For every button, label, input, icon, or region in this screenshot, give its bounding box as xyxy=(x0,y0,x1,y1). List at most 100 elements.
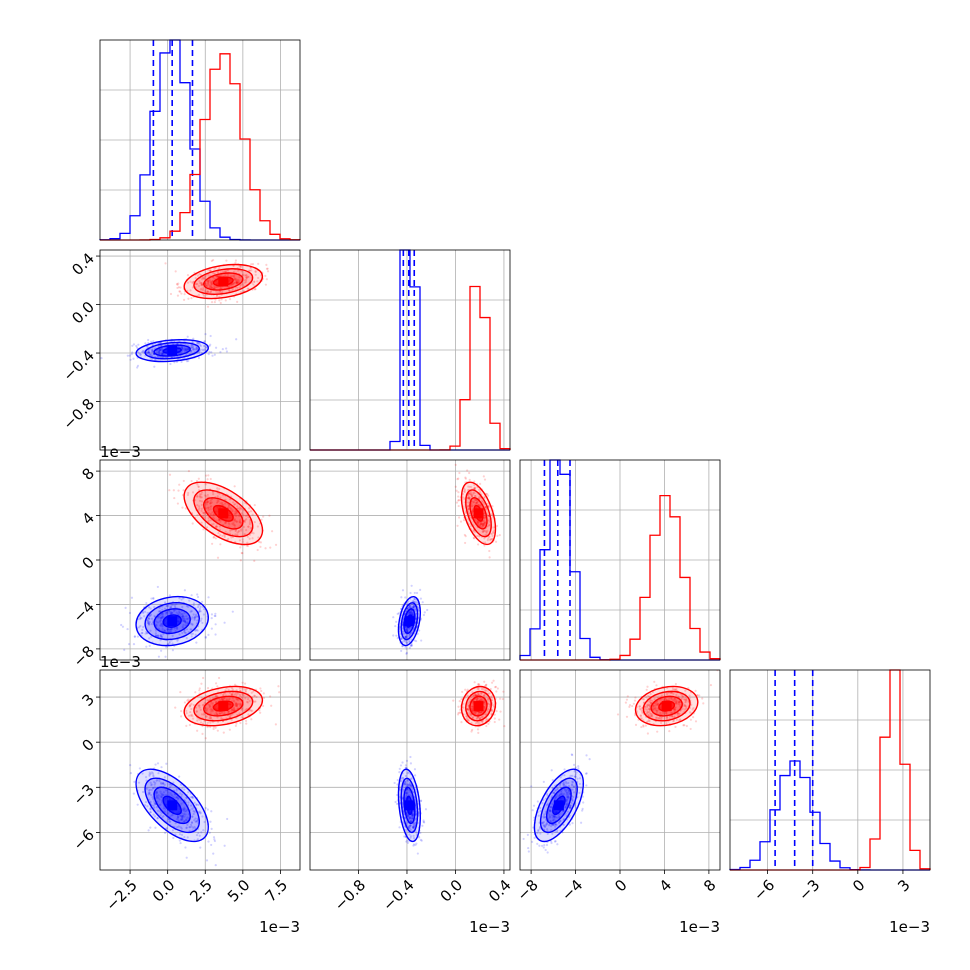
sample-point xyxy=(150,597,153,600)
sample-point xyxy=(274,543,278,546)
sample-point xyxy=(238,693,241,696)
sample-point xyxy=(488,523,491,526)
scatter-panel-2-3 xyxy=(519,669,721,871)
sample-point xyxy=(159,616,162,620)
sample-point xyxy=(141,350,144,354)
sample-point xyxy=(546,822,549,825)
sample-point xyxy=(653,698,656,701)
hist-panel-2 xyxy=(519,459,721,661)
sample-point xyxy=(209,717,213,720)
sample-point xyxy=(409,824,412,827)
sample-point xyxy=(187,348,190,351)
sample-point xyxy=(472,529,475,532)
sample-point xyxy=(407,783,410,787)
sample-point xyxy=(406,839,409,842)
sample-point xyxy=(148,637,151,640)
sample-point xyxy=(246,697,250,701)
sample-point xyxy=(182,619,185,622)
sample-point xyxy=(234,704,237,707)
sample-point xyxy=(183,611,186,614)
sample-point xyxy=(225,347,228,350)
sample-point xyxy=(209,508,212,511)
sample-point xyxy=(253,694,257,697)
sample-point xyxy=(207,596,210,599)
sample-point xyxy=(231,709,234,712)
sample-point xyxy=(196,818,199,822)
sample-point xyxy=(156,778,159,781)
sample-point xyxy=(187,630,190,634)
sample-point xyxy=(173,496,176,500)
sample-point xyxy=(170,606,173,609)
sample-point xyxy=(412,813,415,816)
sample-point xyxy=(166,611,169,614)
sample-point xyxy=(401,589,405,592)
sample-point xyxy=(240,283,243,286)
sample-point xyxy=(209,514,212,517)
sample-point xyxy=(195,803,198,806)
sample-point xyxy=(181,614,184,618)
sample-point xyxy=(239,521,242,524)
sample-point xyxy=(654,704,658,707)
sample-point xyxy=(212,852,215,855)
sample-point xyxy=(426,608,429,612)
sample-point xyxy=(167,628,170,631)
sample-point xyxy=(410,817,414,820)
sample-point xyxy=(205,709,208,712)
sample-point xyxy=(562,784,565,787)
sample-point xyxy=(192,812,195,816)
sample-point xyxy=(185,818,188,821)
sample-point xyxy=(181,816,184,819)
sample-point xyxy=(175,627,179,631)
sample-point xyxy=(654,702,657,705)
sample-point xyxy=(176,639,179,642)
sample-point xyxy=(236,300,239,303)
sample-point xyxy=(584,772,588,775)
sample-point xyxy=(195,615,199,618)
sample-point xyxy=(201,348,204,351)
sample-point xyxy=(237,280,240,284)
sample-point xyxy=(178,775,181,778)
sample-point xyxy=(147,338,150,342)
sample-point xyxy=(532,804,536,807)
sample-point xyxy=(546,832,549,835)
density-peak xyxy=(167,800,178,811)
sample-point xyxy=(158,356,161,359)
sample-point xyxy=(678,705,682,708)
sample-point xyxy=(160,766,163,769)
sample-point xyxy=(185,826,188,829)
sample-point xyxy=(498,697,502,700)
sample-point xyxy=(182,623,185,626)
sample-point xyxy=(408,789,411,792)
sample-point xyxy=(487,524,490,528)
sample-point xyxy=(552,792,555,795)
sample-point xyxy=(187,698,190,701)
sample-point xyxy=(559,793,562,796)
sample-point xyxy=(490,532,493,536)
sample-point xyxy=(550,806,553,809)
sample-point xyxy=(149,781,152,784)
sample-point xyxy=(542,821,546,824)
sample-point xyxy=(206,282,209,286)
contour-line xyxy=(397,768,422,843)
sample-point xyxy=(149,808,152,811)
sample-point xyxy=(526,833,529,836)
sample-point xyxy=(551,803,554,806)
sample-point xyxy=(268,514,271,517)
sample-point xyxy=(411,606,415,609)
sample-point xyxy=(538,844,541,847)
sample-point xyxy=(152,786,155,790)
sample-point xyxy=(572,795,575,799)
histogram-series-1 xyxy=(310,285,511,451)
sample-point xyxy=(409,762,413,765)
sample-point xyxy=(230,692,233,696)
sample-point xyxy=(181,347,184,351)
sample-point xyxy=(209,725,212,729)
sample-point xyxy=(183,810,186,813)
sample-point xyxy=(169,292,173,296)
sample-point xyxy=(484,516,487,520)
sample-point xyxy=(186,618,189,621)
sample-point xyxy=(410,644,413,648)
sample-point xyxy=(477,716,480,719)
sample-point xyxy=(398,788,402,791)
sample-point xyxy=(479,521,483,524)
